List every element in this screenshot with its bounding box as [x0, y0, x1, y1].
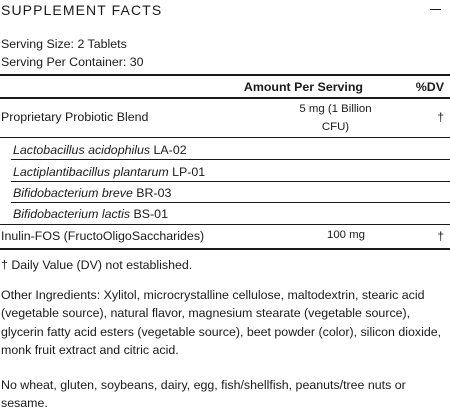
row-divider	[0, 137, 450, 138]
strain-genus: Lactiplantibacillus plantarum	[13, 165, 169, 179]
other-ingredients-line: (vegetable source), natural flavor, magn…	[1, 306, 411, 321]
strain-code: LP-01	[172, 165, 206, 179]
divider-thick	[0, 97, 450, 99]
divider-thick	[0, 248, 450, 250]
blend-name: Proprietary Probiotic Blend	[1, 110, 149, 124]
other-ingredients-line: Other Ingredients: Xylitol, microcrystal…	[1, 288, 425, 302]
allergen-line: sesame.	[1, 396, 48, 411]
blend-amount-line: CFU)	[321, 121, 350, 133]
dv-footnote: † Daily Value (DV) not established.	[1, 258, 193, 272]
strain-row: Lactobacillus acidophilus LA-02	[13, 143, 187, 157]
other-ingredients-line: glycerin fatty acid esters (vegetable so…	[1, 324, 442, 339]
strain-genus: Bifidobacterium lactis	[13, 207, 131, 221]
minus-icon[interactable]	[429, 1, 443, 15]
strain-row: Lactiplantibacillus plantarum LP-01	[13, 165, 205, 179]
inulin-dv: †	[437, 229, 444, 243]
servings-per-container: Serving Per Container: 30	[1, 55, 144, 69]
column-header-amount: Amount Per Serving	[243, 80, 363, 94]
column-header-dv: %DV	[415, 80, 444, 94]
allergen-line: No wheat, gluten, soybeans, dairy, egg, …	[1, 378, 406, 392]
other-ingredients: Other Ingredients: Xylitol, microcrystal…	[1, 286, 449, 359]
other-ingredients-line: monk fruit extract and citric acid.	[1, 342, 179, 357]
allergen-statement: No wheat, gluten, soybeans, dairy, egg, …	[1, 376, 449, 413]
row-divider	[11, 202, 450, 203]
inulin-amount: 100 mg	[327, 229, 365, 241]
blend-amount: 5 mg (1 Billion CFU)	[288, 100, 383, 136]
blend-dv: †	[437, 110, 444, 124]
strain-code: BR-03	[136, 186, 172, 200]
blend-amount-line: 5 mg (1 Billion	[299, 103, 372, 115]
strain-genus: Lactobacillus acidophilus	[13, 143, 151, 157]
strain-row: Bifidobacterium lactis BS-01	[13, 207, 168, 221]
inulin-name: Inulin-FOS (FructoOligoSaccharides)	[1, 229, 205, 243]
row-divider	[0, 224, 450, 225]
divider-thick	[0, 74, 450, 76]
row-divider	[11, 181, 450, 182]
strain-code: LA-02	[153, 143, 187, 157]
strain-code: BS-01	[133, 207, 168, 221]
panel-header[interactable]: SUPPLEMENT FACTS	[0, 0, 450, 22]
panel-title: SUPPLEMENT FACTS	[1, 2, 163, 18]
strain-genus: Bifidobacterium breve	[13, 186, 133, 200]
row-divider	[11, 159, 450, 160]
strain-row: Bifidobacterium breve BR-03	[13, 186, 171, 200]
serving-size: Serving Size: 2 Tablets	[1, 37, 127, 51]
